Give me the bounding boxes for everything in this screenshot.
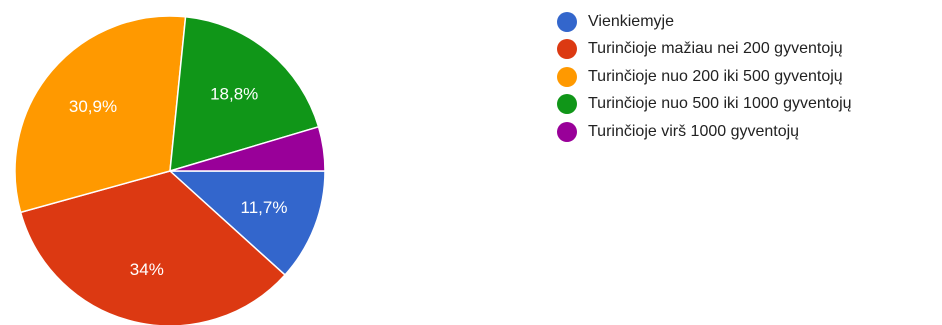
legend-item-1: Turinčioje mažiau nei 200 gyventojų	[557, 36, 852, 64]
legend-dot-icon	[557, 11, 577, 32]
legend-item-3: Turinčioje nuo 500 iki 1000 gyventojų	[557, 91, 852, 119]
legend-label: Turinčioje nuo 200 iki 500 gyventojų	[588, 67, 843, 85]
slice-label-1: 34%	[130, 260, 164, 279]
legend-label: Turinčioje virš 1000 gyventojų	[588, 122, 800, 140]
legend-label: Vienkiemyje	[588, 12, 674, 30]
pie-labels: 11,7% 34% 30,9% 18,8%	[69, 84, 288, 279]
legend-label: Turinčioje nuo 500 iki 1000 gyventojų	[588, 95, 852, 113]
slice-label-3: 18,8%	[210, 84, 258, 103]
legend-dot-icon	[557, 121, 577, 142]
pie-chart: 11,7% 34% 30,9% 18,8%	[14, 15, 326, 325]
pie-slice-3	[169, 15, 320, 173]
pie-slice-0	[168, 170, 326, 277]
legend-item-0: Vienkiemyje	[557, 8, 852, 36]
slice-label-0: 11,7%	[241, 198, 288, 217]
pie-slice-2	[14, 15, 187, 214]
pie-slices	[14, 15, 326, 325]
legend: Vienkiemyje Turinčioje mažiau nei 200 gyv…	[557, 8, 852, 146]
legend-dot-icon	[557, 94, 577, 115]
pie-slice-1	[19, 170, 287, 325]
legend-dot-icon	[557, 39, 577, 60]
slice-label-2: 30,9%	[69, 97, 117, 116]
legend-item-2: Turinčioje nuo 200 iki 500 gyventojų	[557, 63, 852, 91]
pie-slice-4	[169, 125, 326, 172]
legend-label: Turinčioje mažiau nei 200 gyventojų	[588, 40, 843, 58]
legend-dot-icon	[557, 66, 577, 87]
legend-item-4: Turinčioje virš 1000 gyventojų	[557, 118, 852, 146]
